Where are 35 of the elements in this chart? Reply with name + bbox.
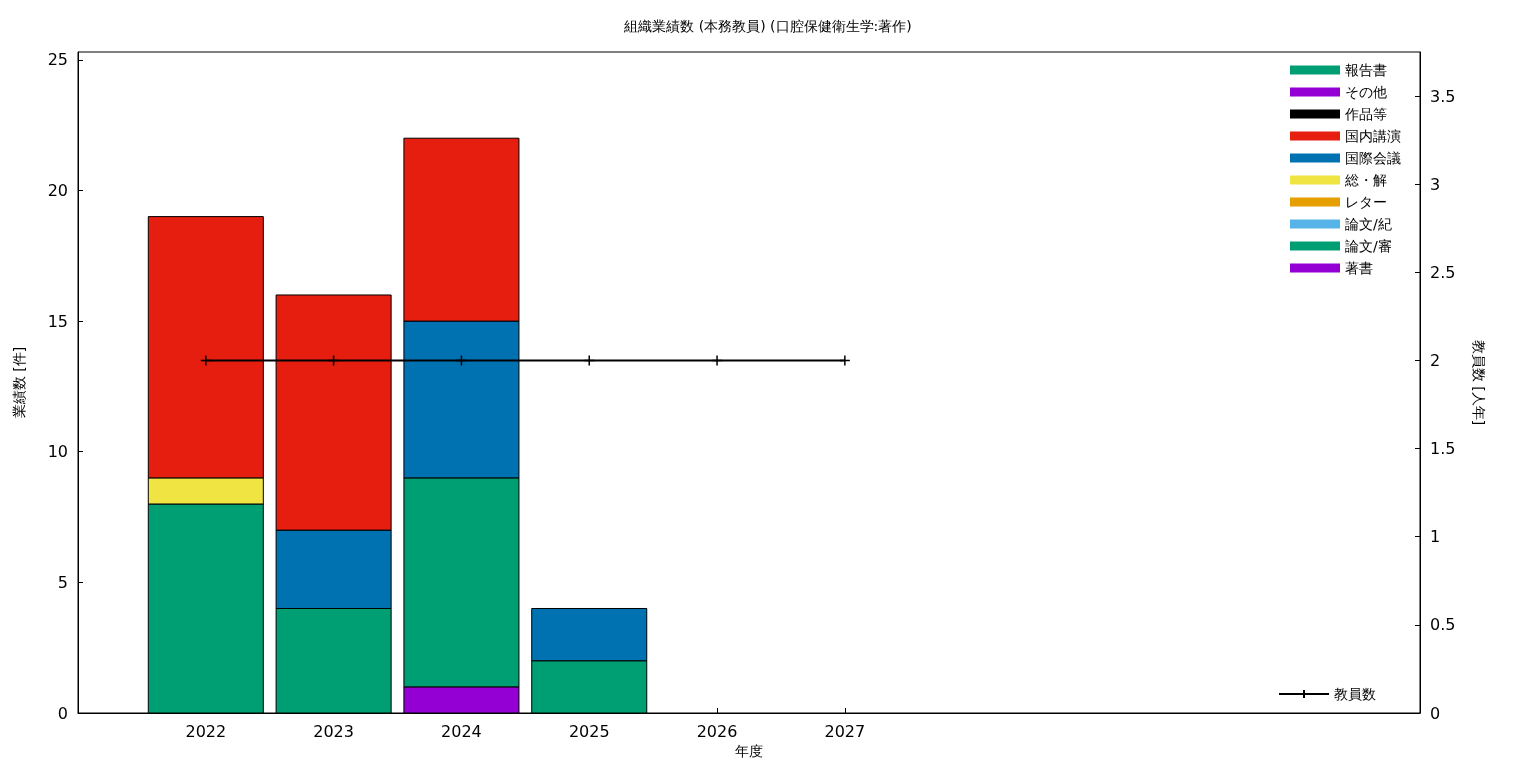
y-tick-label: 5 [57,572,68,592]
x-tick-label: 2025 [568,721,610,741]
legend-label: 論文/審 [1345,238,1392,254]
y2-axis-title: 教員数 [人年] [1471,339,1487,426]
x-tick-label: 2024 [441,721,482,741]
y2-tick-label: 2.5 [1430,262,1456,282]
legend-label: 論文/紀 [1345,216,1392,232]
y-tick-label: 10 [47,442,68,462]
x-tick-label: 2026 [696,721,738,741]
x-tick-label: 2023 [313,721,354,741]
y-tick-label: 20 [47,180,68,200]
legend-label: 国際会議 [1345,150,1401,166]
y2-tick-label: 3 [1430,174,1441,194]
legend-label: 教員数 [1334,686,1376,702]
y-tick-label: 25 [47,50,68,70]
legend-label: 国内講演 [1345,128,1401,144]
legend-label: その他 [1345,84,1387,100]
y-axis-title: 業績数 [件] [11,346,27,419]
legend-label: 著書 [1345,260,1373,276]
y-tick-label: 15 [47,311,68,331]
y2-tick-label: 1 [1430,527,1441,547]
y2-tick-label: 2 [1430,350,1441,370]
x-tick-label: 2027 [824,721,866,741]
y2-tick-label: 1.5 [1430,439,1456,459]
legend-label: 作品等 [1344,106,1387,122]
y2-tick-label: 0.5 [1430,615,1456,635]
y2-tick-label: 3.5 [1430,86,1456,106]
chart-title: 組織業績数 (本務教員) (口腔保健衛生学:著作) [623,18,912,34]
legend-label: 報告書 [1345,62,1387,78]
x-tick-label: 2022 [185,721,227,741]
y-tick-label: 0 [57,703,68,723]
x-axis-title: 年度 [735,742,763,759]
y2-tick-label: 0 [1430,703,1441,723]
legend-label: 総・解 [1344,172,1387,188]
legend-label: レター [1345,194,1387,210]
